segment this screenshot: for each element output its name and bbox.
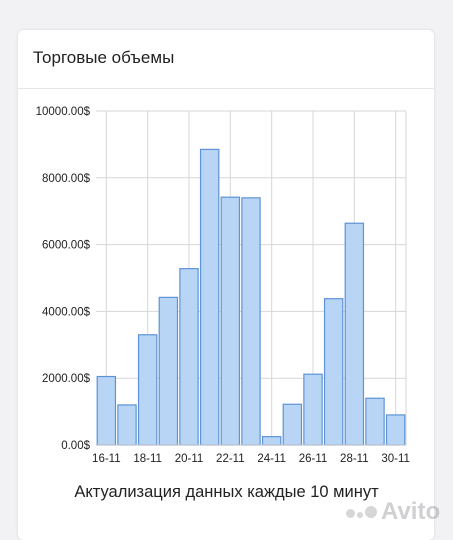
x-tick-label: 18-11 [133, 453, 162, 465]
bar-28-11 [344, 222, 365, 446]
bar-27-11 [323, 298, 344, 446]
card-header: Торговые объемы [18, 30, 434, 89]
x-tick-label: 16-11 [92, 453, 121, 465]
y-tick-label: 0.00$ [61, 440, 90, 452]
bar-25-11 [282, 403, 303, 446]
bar-20-11 [179, 268, 199, 446]
watermark-text: Avito [381, 498, 441, 525]
bar-18-11 [137, 334, 158, 446]
card-title: Торговые объемы [33, 48, 175, 67]
bar-19-11 [158, 296, 179, 446]
y-tick-label: 6000.00$ [42, 240, 91, 252]
bar-17-11 [117, 404, 137, 446]
x-tick-label: 30-11 [381, 453, 410, 465]
x-tick-label: 26-11 [299, 453, 328, 465]
y-tick-label: 4000.00$ [42, 306, 91, 318]
x-tick-label: 20-11 [175, 453, 204, 465]
bar-16-11 [96, 375, 117, 446]
x-tick-label: 28-11 [340, 453, 369, 465]
y-tick-label: 8000.00$ [42, 173, 91, 185]
bar-30-11 [385, 414, 406, 446]
y-tick-label: 10000.00$ [36, 106, 91, 118]
avito-logo-icon [346, 506, 377, 518]
y-tick-label: 2000.00$ [42, 373, 91, 385]
bar-29-11 [365, 397, 385, 446]
bar-22-11 [220, 196, 241, 446]
avito-watermark: Avito [346, 498, 440, 526]
bar-24-11 [261, 436, 282, 446]
update-frequency-note: Актуализация данных каждые 10 минут [74, 483, 379, 501]
bar-21-11 [199, 148, 220, 446]
bar-26-11 [303, 373, 323, 446]
x-tick-label: 24-11 [257, 453, 286, 465]
bar-23-11 [241, 197, 261, 446]
x-tick-label: 22-11 [216, 453, 245, 465]
